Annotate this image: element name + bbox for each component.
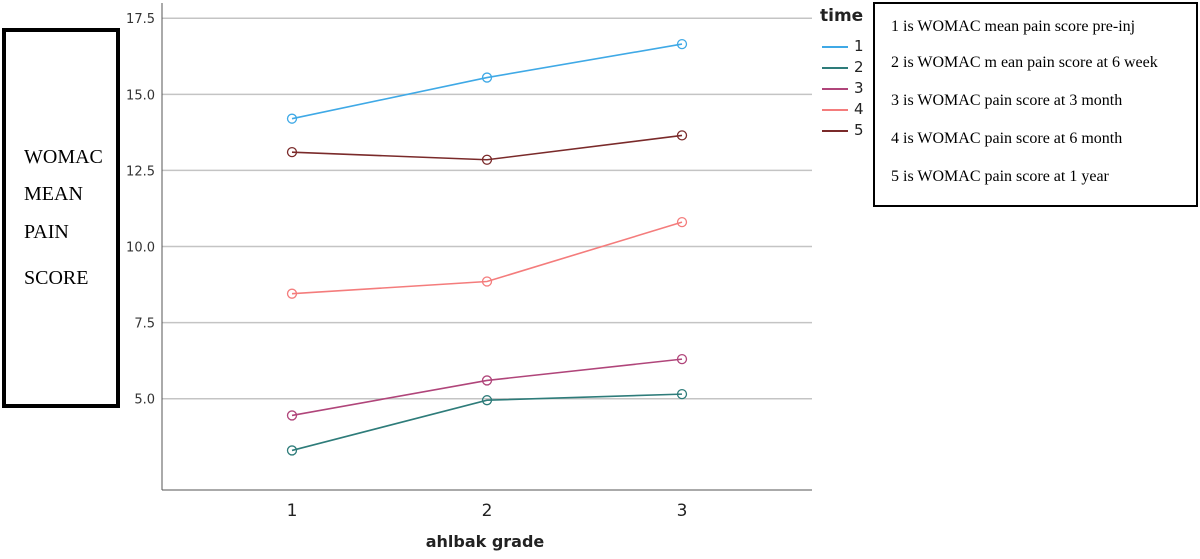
legend-item: 3: [820, 79, 866, 99]
y-tick-label: 5.0: [134, 393, 155, 408]
x-tick-label: 2: [482, 501, 493, 521]
y-tick-label: 17.5: [126, 12, 155, 27]
data-point: [676, 130, 688, 141]
data-point: [676, 388, 688, 400]
data-point: [286, 146, 298, 158]
series-line: [291, 43, 683, 120]
data-point: [481, 72, 493, 83]
gridlines: [162, 17, 812, 400]
legend-swatch: [822, 46, 848, 48]
y-axis-label-line: MEAN: [24, 183, 83, 205]
legend-label: 2: [854, 58, 864, 76]
data-point: [676, 216, 688, 228]
series-line: [291, 393, 683, 452]
y-tick-label: 7.5: [134, 317, 155, 332]
legend-swatch: [822, 88, 848, 90]
x-axis-label: ahlbak grade: [425, 532, 545, 551]
time-notes-box: 1 is WOMAC mean pain score pre-inj 2 is …: [873, 2, 1198, 207]
time-note: 5 is WOMAC pain score at 1 year: [891, 168, 1109, 185]
data-point: [286, 288, 298, 299]
data-point: [286, 113, 298, 124]
legend-item: 2: [820, 58, 866, 78]
time-note: 3 is WOMAC pain score at 3 month: [891, 92, 1123, 109]
data-point: [481, 395, 493, 406]
time-note: 1 is WOMAC mean pain score pre-inj: [891, 18, 1136, 35]
series-lines: [286, 38, 688, 456]
y-axis-label-line: SCORE: [24, 267, 89, 289]
data-point: [676, 38, 688, 50]
data-point: [286, 445, 298, 456]
data-point: [481, 154, 493, 165]
legend-swatch: [822, 130, 848, 132]
legend-title: time: [820, 6, 864, 26]
y-tick-label: 15.0: [126, 88, 155, 103]
data-point: [481, 276, 493, 287]
series-line: [291, 221, 683, 295]
legend-item: 1: [820, 37, 866, 57]
time-note: 2 is WOMAC m ean pain score at 6 week: [891, 54, 1158, 71]
legend-item: 5: [820, 121, 866, 141]
legend-label: 5: [854, 121, 864, 139]
legend-swatch: [822, 109, 848, 111]
x-tick-label: 1: [287, 501, 298, 521]
time-note: 4 is WOMAC pain score at 6 month: [891, 130, 1123, 147]
series-line: [291, 358, 683, 417]
axes: 5.0 7.5 10.0 12.5 15.0 17.5 1 2 3: [126, 3, 812, 521]
legend-item: 4: [820, 100, 866, 120]
series-line: [291, 134, 683, 161]
x-tick-label: 3: [677, 501, 688, 521]
legend-label: 4: [854, 100, 864, 118]
y-tick-label: 12.5: [126, 164, 155, 179]
y-axis-label-line: WOMAC: [24, 146, 103, 168]
legend-label: 3: [854, 79, 864, 97]
legend-label: 1: [854, 37, 864, 55]
data-point: [676, 353, 688, 365]
data-point: [481, 375, 493, 386]
data-point: [286, 410, 298, 421]
y-tick-label: 10.0: [126, 241, 155, 256]
y-axis-label-box: WOMAC MEAN PAIN SCORE: [2, 28, 120, 408]
legend-swatch: [822, 67, 848, 69]
y-axis-label-line: PAIN: [24, 221, 69, 243]
